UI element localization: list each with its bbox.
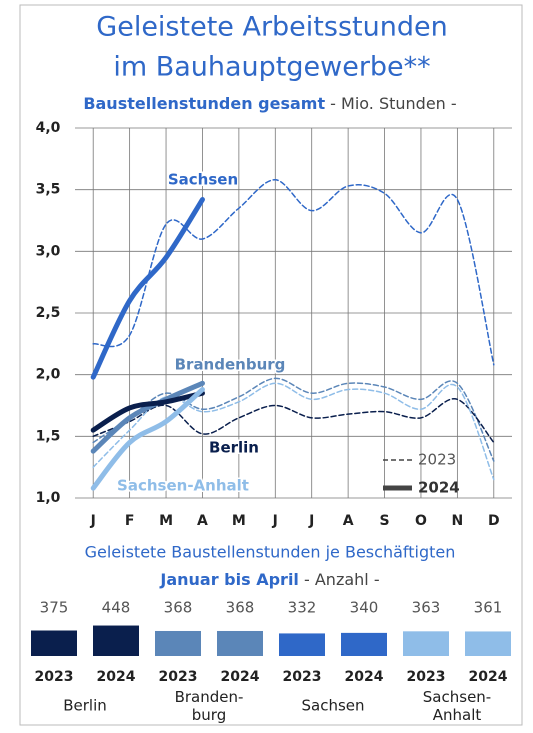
x-tick-label: M (232, 513, 246, 529)
legend-label: 2023 (418, 451, 456, 469)
group-label: Berlin (63, 697, 107, 715)
bar (465, 631, 511, 656)
y-tick-label: 1,5 (36, 428, 61, 444)
bar (31, 630, 77, 656)
x-tick-label: A (343, 513, 354, 529)
bar-year-label: 2023 (159, 669, 198, 685)
x-tick-label: D (488, 513, 500, 529)
group-label: Branden-burg (175, 688, 244, 724)
series-label: Berlin (209, 439, 259, 457)
legend-label: 2024 (418, 479, 460, 497)
x-tick-label: A (197, 513, 208, 529)
x-tick-label: J (308, 513, 314, 529)
series-label: Sachsen (168, 171, 238, 189)
bar-subtitle: Januar bis April - Anzahl - (159, 570, 379, 589)
x-tick-label: O (415, 513, 427, 529)
y-tick-label: 3,0 (36, 243, 61, 259)
bar (403, 631, 449, 656)
bar-value-label: 448 (102, 599, 131, 617)
y-tick-label: 2,0 (36, 367, 61, 383)
bar-value-label: 368 (164, 599, 193, 617)
subtitle-bold: Baustellenstunden gesamt (83, 94, 325, 113)
y-tick-label: 3,5 (36, 182, 61, 198)
x-tick-label: S (379, 513, 389, 529)
bar-title: Geleistete Baustellenstunden je Beschäft… (85, 543, 456, 562)
bar-value-label: 375 (40, 599, 69, 617)
line-2023 (92, 377, 495, 462)
bar-subtitle-bold: Januar bis April (159, 570, 299, 589)
bar-value-label: 368 (226, 599, 255, 617)
bar (217, 630, 263, 656)
bar-value-label: 340 (350, 599, 379, 617)
title-line: Geleistete Arbeitsstunden (96, 12, 447, 43)
y-tick-label: 4,0 (36, 120, 61, 136)
bar (341, 632, 387, 656)
y-tick-label: 2,5 (36, 305, 61, 321)
y-tick-label: 1,0 (36, 490, 61, 506)
line-2024 (90, 390, 205, 433)
x-tick-label: N (452, 513, 464, 529)
bar-year-label: 2023 (407, 669, 446, 685)
line-2024 (90, 197, 205, 380)
bar (93, 625, 139, 656)
line-2024 (90, 380, 205, 454)
group-label: Sachsen (301, 697, 364, 715)
series-label: Sachsen-Anhalt (117, 477, 249, 495)
group-label: Sachsen-Anhalt (423, 688, 491, 724)
x-tick-label: M (159, 513, 173, 529)
bar-year-label: 2024 (221, 669, 260, 685)
x-tick-label: F (125, 513, 135, 529)
bar-year-label: 2023 (283, 669, 322, 685)
bar (279, 633, 325, 656)
line-2023 (92, 179, 495, 366)
x-tick-label: J (90, 513, 96, 529)
frame (19, 4, 523, 726)
bar-value-label: 332 (288, 599, 317, 617)
bar-year-label: 2024 (469, 669, 508, 685)
bar-year-label: 2024 (345, 669, 384, 685)
bar-value-label: 363 (412, 599, 441, 617)
bar-value-label: 361 (474, 599, 503, 617)
subtitle: Baustellenstunden gesamt - Mio. Stunden … (83, 94, 456, 113)
subtitle-unit: - Mio. Stunden - (325, 94, 457, 113)
series-label: Brandenburg (175, 356, 286, 374)
line-2024 (90, 386, 205, 491)
bar-year-label: 2024 (97, 669, 136, 685)
line-2023 (92, 398, 495, 444)
bar (155, 630, 201, 656)
bar-subtitle-unit: - Anzahl - (299, 570, 380, 589)
title-line: im Bauhauptgewerbe** (113, 52, 430, 83)
bar-year-label: 2023 (35, 669, 74, 685)
x-tick-label: J (272, 513, 278, 529)
